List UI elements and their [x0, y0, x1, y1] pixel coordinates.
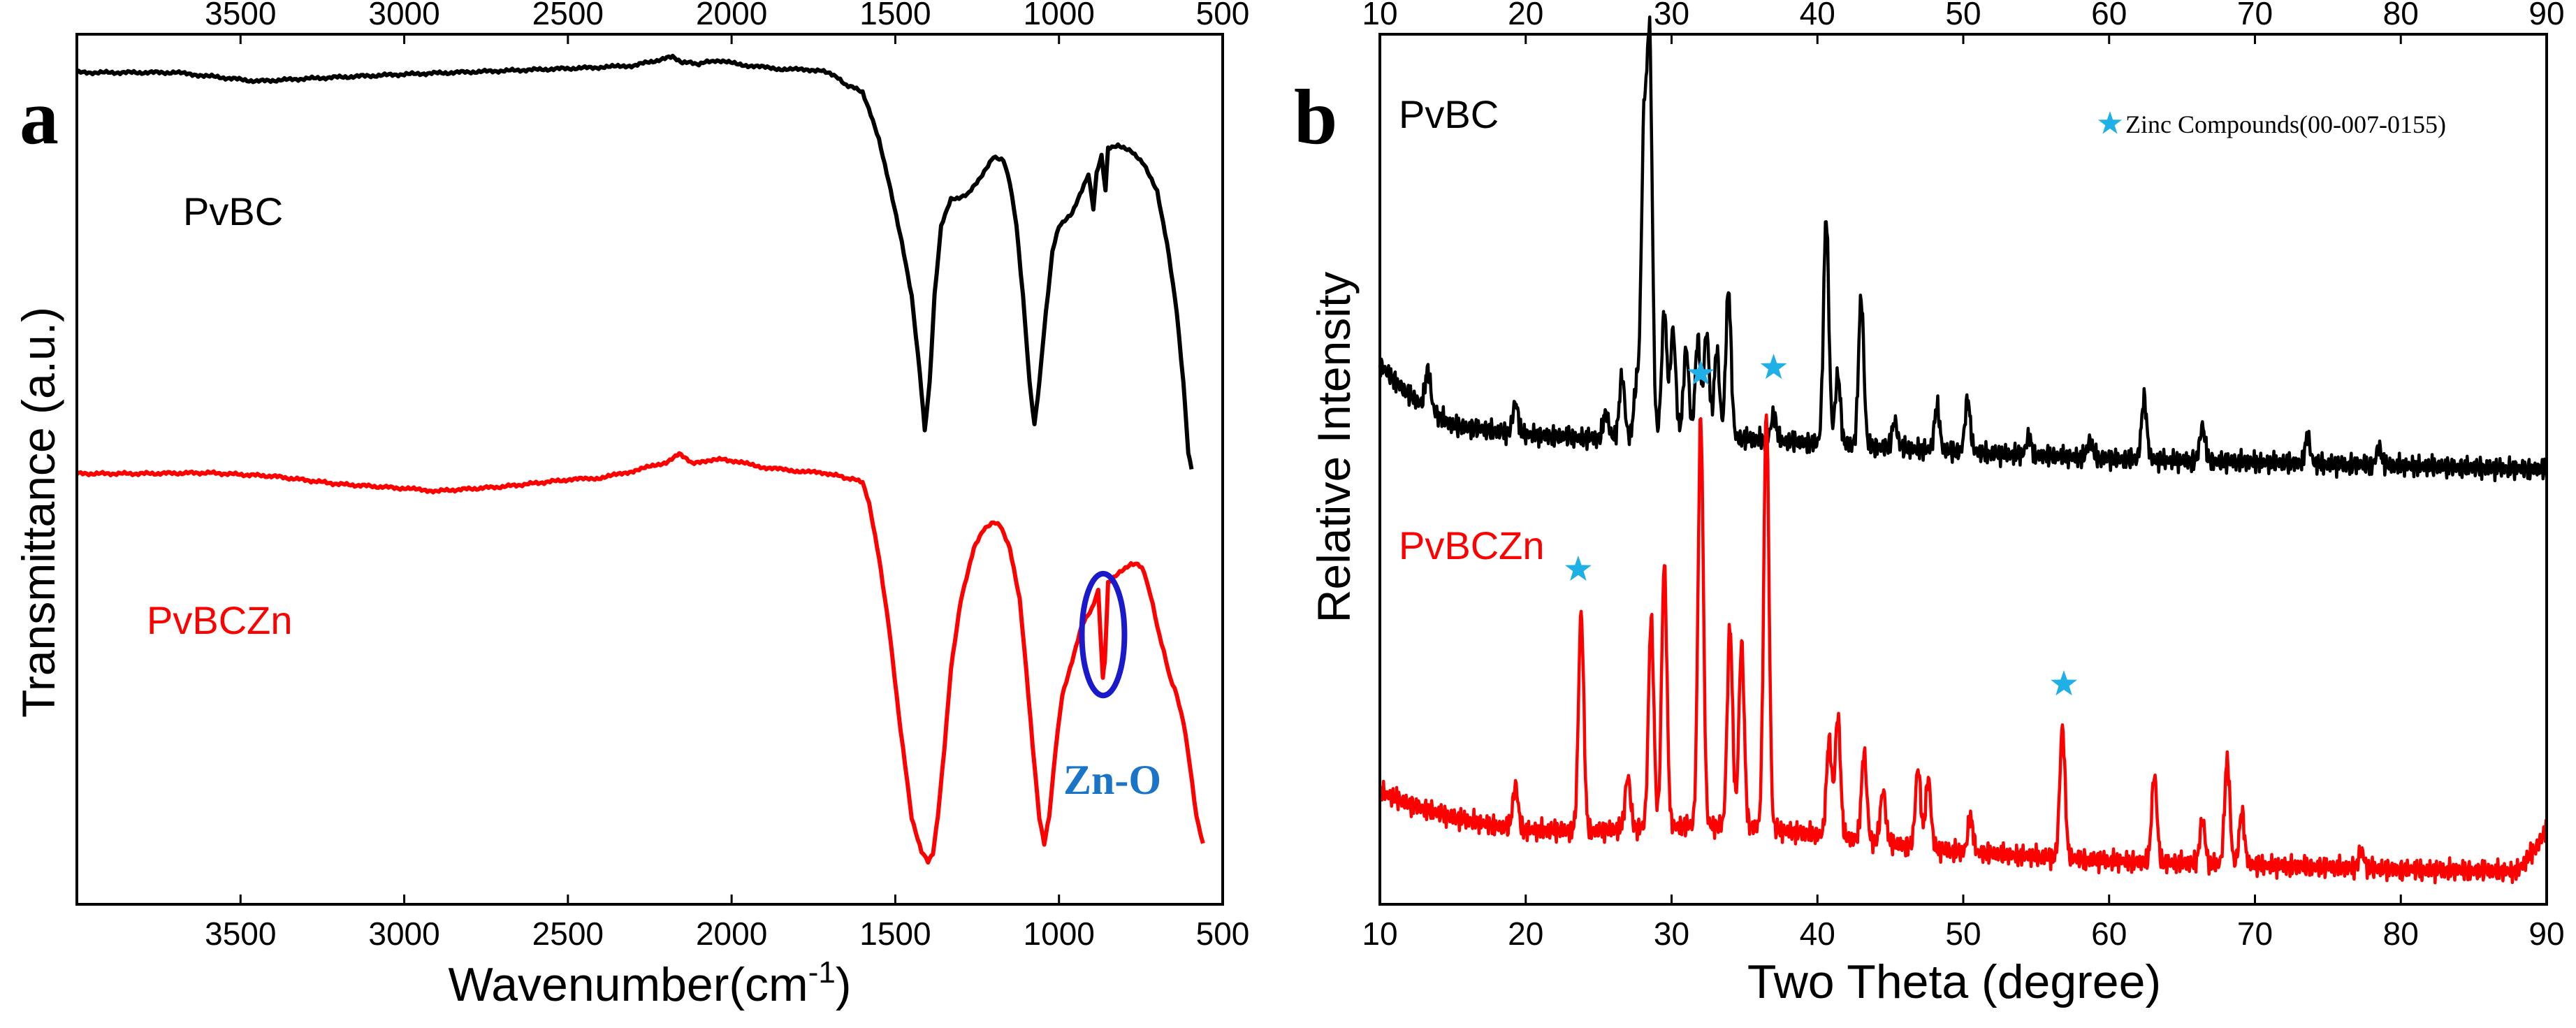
x-tick-label-top: 2000 [696, 0, 767, 31]
x-tick-label-top: 60 [2091, 0, 2127, 31]
pvbczn-ftir-line [75, 451, 1205, 865]
panel-a-ftir: a Transmittance (a.u.) Wavenumber(cm-1) … [13, 0, 1249, 1011]
panel-b-series [1378, 15, 2548, 885]
panel-a-series [75, 53, 1205, 865]
x-tick-label-bottom: 60 [2091, 915, 2127, 952]
x-tick-label-top: 40 [1800, 0, 1835, 31]
x-tick-label-bottom: 2000 [696, 915, 767, 952]
pvbc-xrd-line [1378, 15, 2548, 483]
x-tick-label-bottom: 10 [1362, 915, 1397, 952]
x-tick-label-top: 80 [2383, 0, 2419, 31]
x-tick-label-bottom: 500 [1196, 915, 1250, 952]
panel-a-frame [75, 33, 1224, 906]
x-tick-label-bottom: 3500 [205, 915, 276, 952]
pvbczn-series-label: PvBCZn [1399, 523, 1545, 567]
x-tick-label-top: 3500 [205, 0, 276, 31]
x-tick-label-top: 50 [1945, 0, 1981, 31]
x-tick-label-bottom: 20 [1508, 915, 1543, 952]
x-tick-label-top: 70 [2237, 0, 2273, 31]
panel-a-xlabel: Wavenumber(cm-1) [449, 955, 852, 1011]
legend-star-icon [2097, 111, 2123, 134]
x-tick-label-bottom: 2500 [532, 915, 604, 952]
panel-b-label: b [1294, 74, 1337, 161]
zinc-star-marker [1760, 354, 1787, 379]
panel-a-label: a [20, 74, 59, 161]
panel-b-ticks: 10 10 20 20 30 30 40 40 50 50 60 60 70 70 80 80 90 90 [1362, 0, 2564, 952]
zinc-star-marker [2051, 670, 2078, 696]
panel-a-ylabel: Transmittance (a.u.) [13, 307, 64, 718]
x-tick-label-bottom: 80 [2383, 915, 2419, 952]
zinc-star-marker [1564, 555, 1592, 581]
x-tick-label-top: 30 [1654, 0, 1689, 31]
pvbczn-series-label: PvBCZn [147, 598, 293, 642]
x-tick-label-bottom: 70 [2237, 915, 2273, 952]
zinc-compounds-legend: Zinc Compounds(00-007-0155) [2125, 110, 2446, 138]
x-tick-label-bottom: 1500 [859, 915, 931, 952]
panel-b-xlabel: Two Theta (degree) [1747, 955, 2161, 1008]
zn-o-circle [1079, 570, 1128, 699]
x-tick-label-top: 3000 [368, 0, 439, 31]
zinc-star-marker [1687, 359, 1715, 385]
zn-o-label: Zn-O [1063, 757, 1161, 803]
x-tick-label-bottom: 90 [2528, 915, 2564, 952]
x-tick-label-bottom: 3000 [368, 915, 439, 952]
panel-b-ylabel: Relative Intensity [1308, 272, 1360, 623]
pvbc-series-label: PvBC [183, 189, 283, 233]
panel-b-frame [1378, 33, 2548, 906]
pvbc-series-label: PvBC [1399, 92, 1499, 136]
pvbc-ftir-line [75, 53, 1194, 470]
x-tick-label-top: 1000 [1024, 0, 1095, 31]
x-tick-label-top: 2500 [532, 0, 604, 31]
panel-a-ticks: 3500 3500 3000 3000 2500 2500 2000 2000 1500 1500… [205, 0, 1249, 952]
x-tick-label-bottom: 30 [1654, 915, 1689, 952]
zinc-compound-star-markers [1564, 354, 2078, 696]
x-tick-label-top: 10 [1362, 0, 1397, 31]
pvbczn-xrd-line [1378, 413, 2548, 885]
x-tick-label-top: 1500 [859, 0, 931, 31]
x-tick-label-top: 20 [1508, 0, 1543, 31]
x-tick-label-bottom: 40 [1800, 915, 1835, 952]
x-tick-label-top: 90 [2528, 0, 2564, 31]
x-tick-label-bottom: 50 [1945, 915, 1981, 952]
x-tick-label-bottom: 1000 [1024, 915, 1095, 952]
x-tick-label-top: 500 [1196, 0, 1250, 31]
panel-b-xrd: b Relative Intensity Two Theta (degree) … [1294, 0, 2565, 1008]
